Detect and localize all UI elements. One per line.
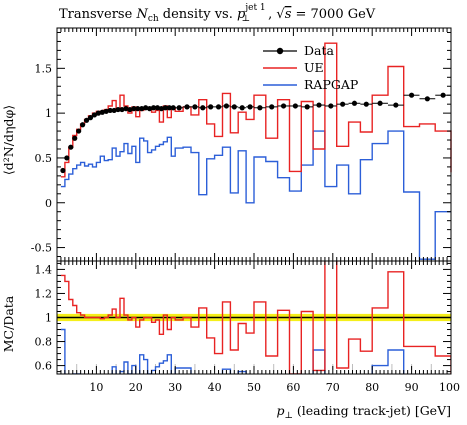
data-point: [150, 105, 157, 111]
ratio-plot-panel: 0.6 0.8 1 1.2 1.4 10 20 30 40 50 60 70 80 90 100: [35, 260, 460, 394]
data-point: [60, 167, 66, 174]
legend-data-label: Data: [304, 43, 334, 58]
legend-entry-data: Data: [263, 43, 334, 58]
y-tick-label: 1: [45, 107, 52, 120]
data-point: [192, 104, 198, 110]
data-point: [223, 103, 230, 109]
data-point: [351, 100, 358, 106]
ratio-y-tick-label: 1: [45, 312, 52, 325]
data-point: [176, 105, 182, 111]
main-plot-frame: [56, 27, 452, 262]
data-point: [72, 135, 78, 141]
legend-ue-label: UE: [304, 60, 324, 75]
data-point: [80, 122, 86, 128]
data-point: [119, 106, 125, 113]
x-tick-label: 70: [326, 381, 340, 394]
data-point: [143, 105, 149, 111]
main-plot-panel: -0.5 0 0.5 1 1.5: [31, 27, 452, 262]
data-point: [363, 101, 369, 107]
legend-data-marker: [276, 47, 284, 55]
x-tick-label: 60: [286, 381, 300, 394]
x-tick-label: 80: [365, 381, 379, 394]
data-point: [103, 108, 109, 114]
data-point: [68, 144, 74, 150]
data-point: [154, 105, 161, 111]
data-point: [377, 100, 383, 106]
data-point: [184, 104, 190, 110]
data-point: [95, 110, 101, 116]
x-tick-label: 30: [168, 381, 182, 394]
data-point: [162, 105, 168, 111]
data-point: [91, 112, 98, 118]
data-point: [107, 107, 113, 114]
data-point: [316, 102, 322, 108]
data-point: [111, 107, 117, 114]
data-point: [64, 155, 70, 161]
data-point: [99, 109, 105, 115]
legend-entry-rapgap: RAPGAP: [263, 77, 358, 92]
x-tick-label: 20: [129, 381, 143, 394]
ue-ratio-histogram: [60, 261, 451, 374]
data-point: [328, 103, 334, 109]
data-point: [208, 104, 214, 110]
ratio-y-tick-label: 0.6: [35, 360, 53, 373]
data-point: [200, 105, 206, 111]
legend: Data UE RAPGAP: [263, 43, 358, 92]
data-point: [292, 103, 298, 109]
data-point: [115, 106, 121, 113]
data-point: [166, 105, 172, 111]
data-point: [409, 92, 415, 98]
chart-title: Transverse Nch density vs. pjet 1 ⊥, √s =…: [59, 3, 376, 24]
data-point: [127, 106, 133, 113]
y-tick-label: 0: [45, 197, 52, 210]
data-point: [139, 106, 145, 112]
data-point: [123, 106, 129, 112]
ratio-y-tick-label: 1.2: [35, 287, 53, 300]
y-axis-label: ⟨d²N/dηdφ⟩: [1, 105, 16, 175]
x-tick-label: 90: [405, 381, 419, 394]
ue-histogram: [60, 42, 452, 178]
data-point: [393, 102, 399, 108]
data-point: [146, 106, 153, 112]
data-point: [440, 92, 446, 98]
rapgap-ratio-histogram: [60, 328, 405, 374]
data-point: [231, 104, 237, 110]
y-tick-label: -0.5: [31, 242, 52, 255]
ratio-y-tick-label: 0.8: [35, 336, 53, 349]
data-point: [269, 104, 275, 110]
data-point: [87, 115, 94, 121]
legend-rapgap-label: RAPGAP: [304, 77, 358, 92]
x-axis-label: p⊥ (leading track-jet) [GeV]: [276, 403, 451, 421]
data-point: [304, 104, 310, 110]
y-tick-label: 1.5: [35, 62, 53, 75]
x-tick-label: 100: [439, 381, 460, 394]
data-point: [280, 103, 287, 109]
data-point: [131, 106, 137, 112]
data-point: [170, 105, 176, 111]
ratio-y-tick-label: 1.4: [35, 263, 53, 276]
data-point: [76, 128, 82, 134]
data-point: [247, 104, 253, 110]
data-point: [340, 101, 346, 107]
data-point: [158, 106, 165, 112]
data-point: [83, 117, 90, 123]
data-point: [135, 106, 141, 112]
x-tick-label: 10: [89, 381, 103, 394]
ratio-y-axis-label: MC/Data: [1, 295, 16, 352]
legend-entry-ue: UE: [263, 60, 324, 75]
data-point: [215, 104, 222, 110]
x-tick-label: 40: [208, 381, 222, 394]
data-point: [257, 105, 263, 111]
x-tick-label: 50: [247, 381, 261, 394]
rapgap-histogram: [60, 130, 451, 260]
y-tick-label: 0.5: [35, 152, 53, 165]
data-point: [424, 96, 430, 102]
data-point: [239, 105, 245, 111]
